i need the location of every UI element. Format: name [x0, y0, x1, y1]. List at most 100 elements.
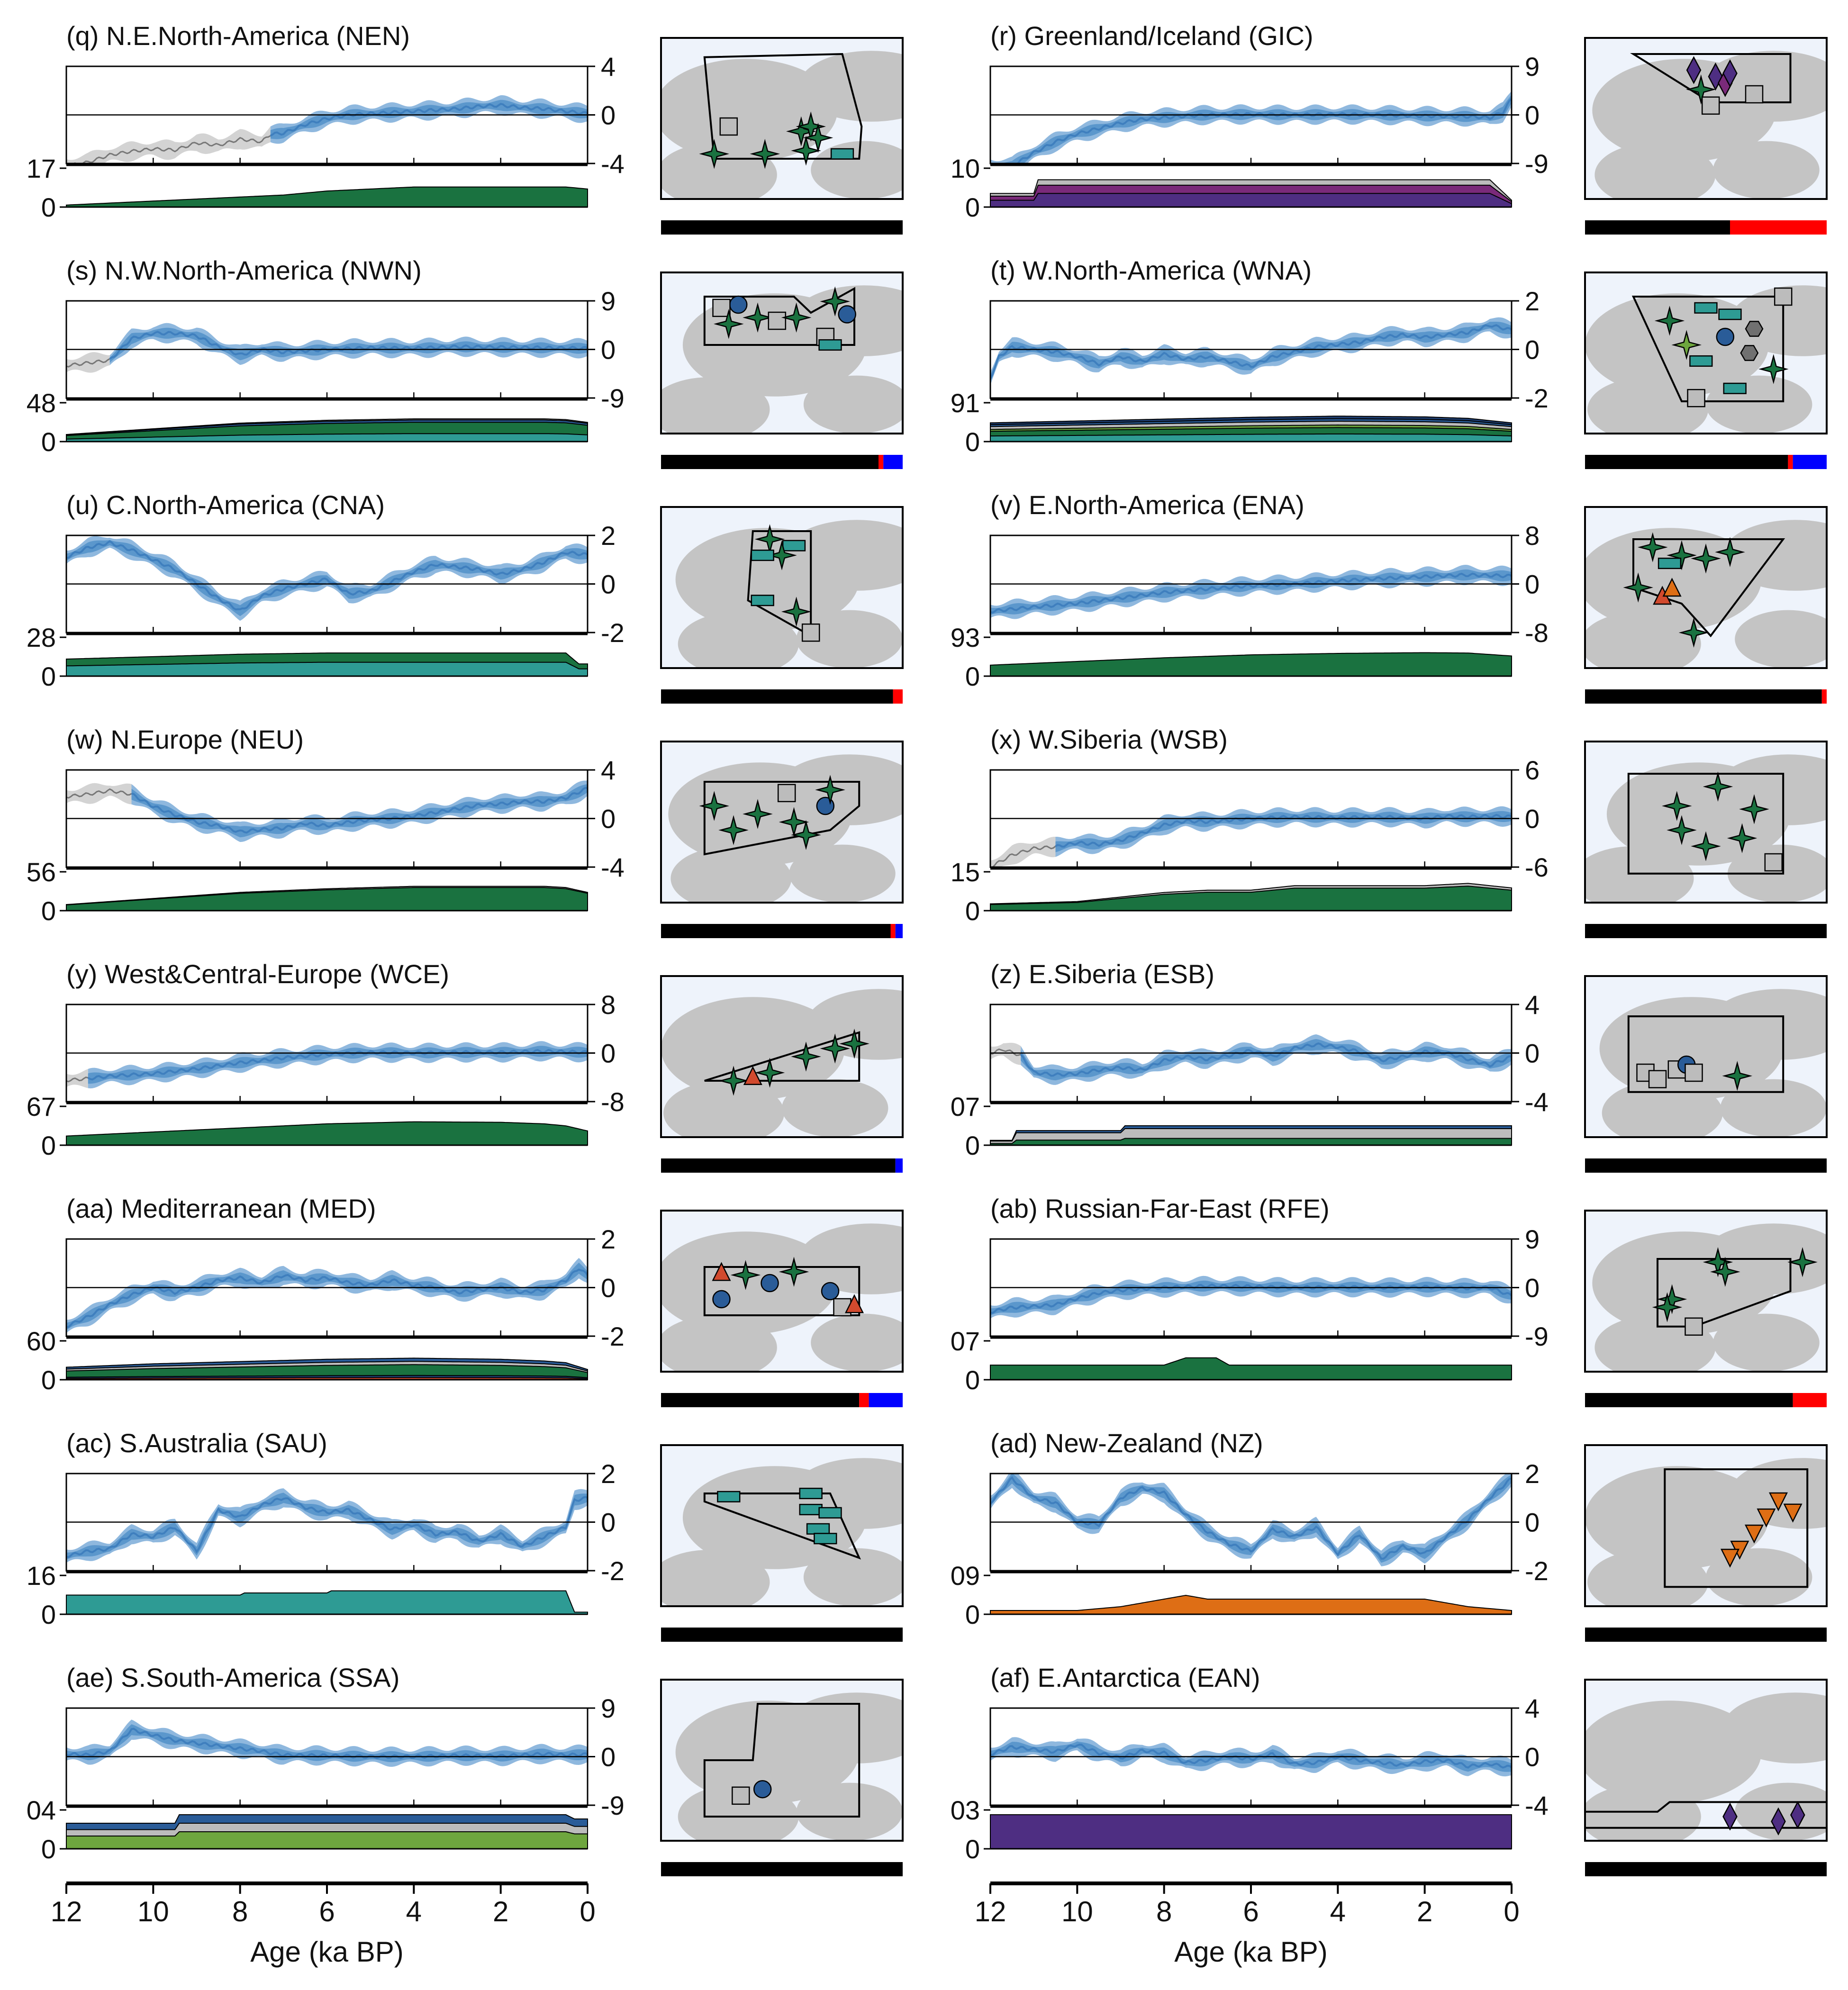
map-frame	[1584, 37, 1828, 200]
x-tick-label: 10	[1061, 1896, 1093, 1927]
season-bar-segment	[661, 1862, 903, 1876]
y-tick-label: -9	[1525, 149, 1549, 179]
count-tick-label: 07	[951, 1326, 980, 1356]
map-land	[1602, 1081, 1723, 1137]
region-map-y	[660, 975, 904, 1173]
region-outline	[1585, 1801, 1827, 1829]
proxy-marker-star	[1739, 794, 1769, 824]
x-tick-label: 2	[493, 1896, 508, 1927]
region-outline	[1631, 296, 1785, 402]
count-tick-label: 93	[951, 623, 980, 652]
anomaly-outer-band	[66, 1488, 588, 1563]
season-bar-segment	[895, 924, 903, 938]
proxy-marker-star	[743, 799, 773, 829]
proxy-marker-star	[1703, 1247, 1733, 1277]
proxy-marker-star	[1787, 1247, 1818, 1277]
proxy-marker-star	[1691, 831, 1721, 861]
proxy-marker-star	[699, 791, 730, 821]
y-tick-label: 0	[1525, 335, 1540, 365]
proxy-marker-rect	[782, 540, 806, 552]
season-bar-segment	[661, 1628, 903, 1642]
count-tick-label: 0	[41, 427, 56, 457]
proxy-marker-star	[1703, 771, 1733, 802]
panel-title: (aa) Mediterranean (MED)	[66, 1194, 376, 1223]
count-tick-label: 03	[951, 1795, 980, 1825]
proxy-marker-star	[1685, 74, 1716, 105]
region-map-ac	[660, 1444, 904, 1642]
region-map-ad	[1584, 1444, 1828, 1642]
proxy-marker-star	[1715, 537, 1745, 568]
proxy-marker-rect	[1718, 308, 1742, 320]
map-land	[796, 1782, 903, 1841]
map-land	[1713, 1313, 1820, 1372]
proxy-marker-square	[732, 1786, 750, 1805]
y-tick-label: -2	[1525, 1556, 1549, 1586]
anomaly-plot	[990, 565, 1512, 619]
season-bar-segment	[893, 689, 903, 704]
region-outline	[1632, 538, 1785, 638]
panel-title: (af) E.Antarctica (EAN)	[990, 1663, 1260, 1692]
x-axis-left: 12 10 8 6 4 2 0 Age (ka BP)	[51, 1881, 596, 1968]
season-bar-segment	[1821, 689, 1827, 704]
proxy-marker-star	[779, 1257, 809, 1287]
map-land	[784, 1692, 903, 1764]
panel-title: (x) W.Siberia (WSB)	[990, 724, 1228, 754]
anomaly-median-line	[66, 1496, 588, 1558]
anomaly-outer-band	[990, 317, 1512, 385]
proxy-count-layer	[66, 433, 588, 442]
panel-z: (z) E.Siberia (ESB) 4 0 -4 07 0	[951, 959, 1549, 1160]
region-map-s	[660, 271, 904, 469]
panel-title: (ae) S.South-America (SSA)	[66, 1663, 399, 1692]
proxy-marker-star	[718, 815, 749, 845]
anomaly-inner-band	[66, 1724, 588, 1763]
proxy-count-layer	[990, 886, 1512, 911]
proxy-count-layer	[66, 1121, 588, 1146]
proxy-marker-circle	[821, 1282, 840, 1301]
proxy-marker-triangle	[712, 1262, 731, 1281]
x-tick-label: 4	[406, 1896, 422, 1927]
proxy-marker-rect	[1658, 557, 1682, 570]
map-land	[811, 1313, 903, 1372]
region-map-w	[660, 741, 904, 938]
pre-uncertainty-band	[990, 1042, 1021, 1065]
map-land	[1587, 377, 1709, 434]
proxy-marker-star	[820, 286, 851, 317]
anomaly-outer-band	[990, 91, 1512, 163]
panel-x: (x) W.Siberia (WSB) 6 0 -6 15 0	[951, 724, 1549, 926]
region-map-t	[1584, 271, 1828, 469]
y-tick-label: 0	[601, 1273, 616, 1303]
panel-title: (ac) S.Australia (SAU)	[66, 1428, 327, 1458]
panel-title: (ad) New-Zealand (NZ)	[990, 1428, 1263, 1458]
y-tick-label: 0	[1525, 570, 1540, 599]
anomaly-inner-band	[1055, 811, 1512, 852]
map-land	[1706, 375, 1812, 434]
y-tick-label: 0	[601, 1508, 616, 1538]
proxy-count-layer	[990, 193, 1512, 208]
proxy-marker-rect	[717, 1491, 741, 1502]
map-land-group	[1585, 1458, 1827, 1606]
proxy-marker-triangle	[743, 1066, 762, 1085]
panel-title: (r) Greenland/Iceland (GIC)	[990, 21, 1314, 51]
map-land	[1585, 846, 1694, 903]
proxy-marker-square	[1685, 1063, 1703, 1082]
season-bar-segment	[1730, 220, 1827, 235]
anomaly-outer-band	[1021, 1034, 1512, 1085]
count-tick-label: 10	[951, 154, 980, 183]
map-land	[1720, 1079, 1827, 1137]
proxy-marker-triangle-down	[1757, 1508, 1776, 1528]
proxy-marker-square	[1701, 96, 1720, 115]
y-tick-label: -2	[601, 1556, 625, 1586]
count-tick-label: 09	[951, 1561, 980, 1591]
anomaly-inner-band	[66, 540, 588, 616]
proxy-count-layer	[66, 1590, 588, 1615]
map-land	[1706, 1548, 1812, 1606]
x-tick-label: 0	[580, 1896, 595, 1927]
proxy-marker-rect	[806, 1523, 830, 1535]
map-frame	[660, 271, 904, 434]
y-tick-label: 0	[601, 100, 616, 130]
y-tick-label: -2	[601, 1321, 625, 1351]
map-land	[798, 51, 903, 122]
panel-ad: (ad) New-Zealand (NZ) 2 0 -2 09 0	[951, 1428, 1549, 1629]
anomaly-median-line	[66, 1728, 588, 1759]
x-tick-label: 8	[232, 1896, 248, 1927]
